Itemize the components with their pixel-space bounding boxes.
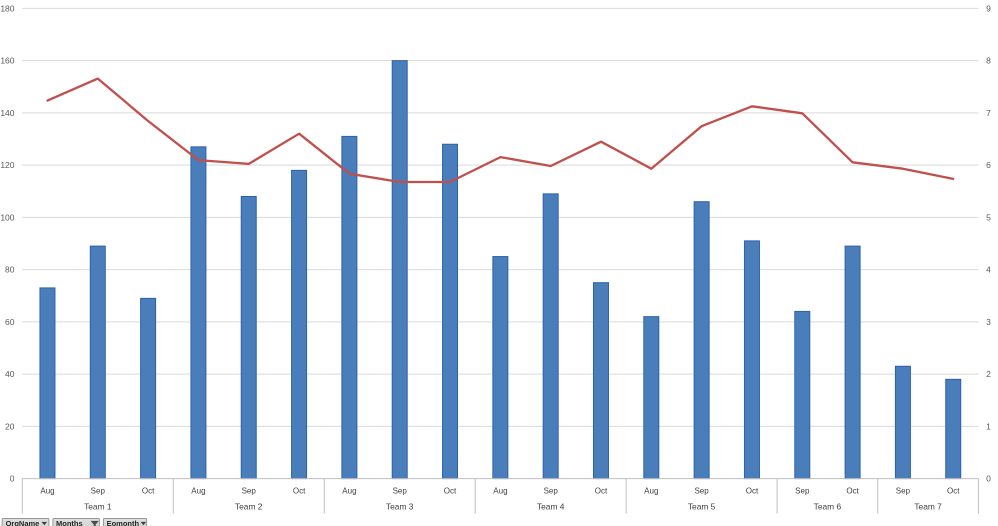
svg-text:120: 120 [0, 160, 14, 170]
svg-text:Oct: Oct [142, 486, 155, 495]
svg-text:Sep: Sep [91, 486, 106, 495]
svg-text:Team 3: Team 3 [386, 502, 414, 512]
svg-text:Team 1: Team 1 [84, 502, 112, 512]
svg-text:7: 7 [986, 108, 991, 118]
svg-text:Oct: Oct [947, 486, 960, 495]
svg-text:0: 0 [986, 474, 991, 484]
svg-text:Team 4: Team 4 [537, 502, 565, 512]
svg-text:9: 9 [986, 4, 991, 14]
svg-text:Oct: Oct [746, 486, 759, 495]
svg-text:OrgName: OrgName [6, 519, 40, 526]
svg-text:Oct: Oct [293, 486, 306, 495]
svg-text:Eomonth: Eomonth [107, 519, 140, 526]
svg-text:160: 160 [0, 56, 14, 66]
svg-text:Team 2: Team 2 [235, 502, 263, 512]
svg-text:2: 2 [986, 369, 991, 379]
svg-text:Aug: Aug [644, 486, 658, 495]
svg-text:Months: Months [56, 519, 83, 526]
svg-text:Aug: Aug [493, 486, 507, 495]
svg-text:Aug: Aug [342, 486, 356, 495]
svg-text:20: 20 [5, 421, 15, 431]
svg-text:Team 6: Team 6 [814, 502, 842, 512]
svg-text:140: 140 [0, 108, 14, 118]
svg-text:40: 40 [5, 369, 15, 379]
svg-text:5: 5 [986, 212, 991, 222]
svg-text:80: 80 [5, 265, 15, 275]
svg-text:4: 4 [986, 265, 991, 275]
svg-text:60: 60 [5, 317, 15, 327]
svg-text:Sep: Sep [694, 486, 709, 495]
svg-text:8: 8 [986, 56, 991, 66]
svg-text:Oct: Oct [846, 486, 859, 495]
svg-text:6: 6 [986, 160, 991, 170]
svg-text:Sep: Sep [795, 486, 810, 495]
svg-text:Oct: Oct [595, 486, 608, 495]
svg-text:Team 5: Team 5 [688, 502, 716, 512]
svg-text:Aug: Aug [191, 486, 205, 495]
svg-text:100: 100 [0, 212, 14, 222]
svg-text:Sep: Sep [393, 486, 408, 495]
svg-text:3: 3 [986, 317, 991, 327]
svg-text:Team 7: Team 7 [914, 502, 942, 512]
svg-text:Oct: Oct [444, 486, 457, 495]
svg-text:Sep: Sep [544, 486, 559, 495]
svg-text:1: 1 [986, 421, 991, 431]
svg-text:Aug: Aug [40, 486, 54, 495]
svg-text:Sep: Sep [896, 486, 911, 495]
svg-text:180: 180 [0, 4, 14, 14]
svg-text:Sep: Sep [242, 486, 257, 495]
svg-text:0: 0 [10, 474, 15, 484]
